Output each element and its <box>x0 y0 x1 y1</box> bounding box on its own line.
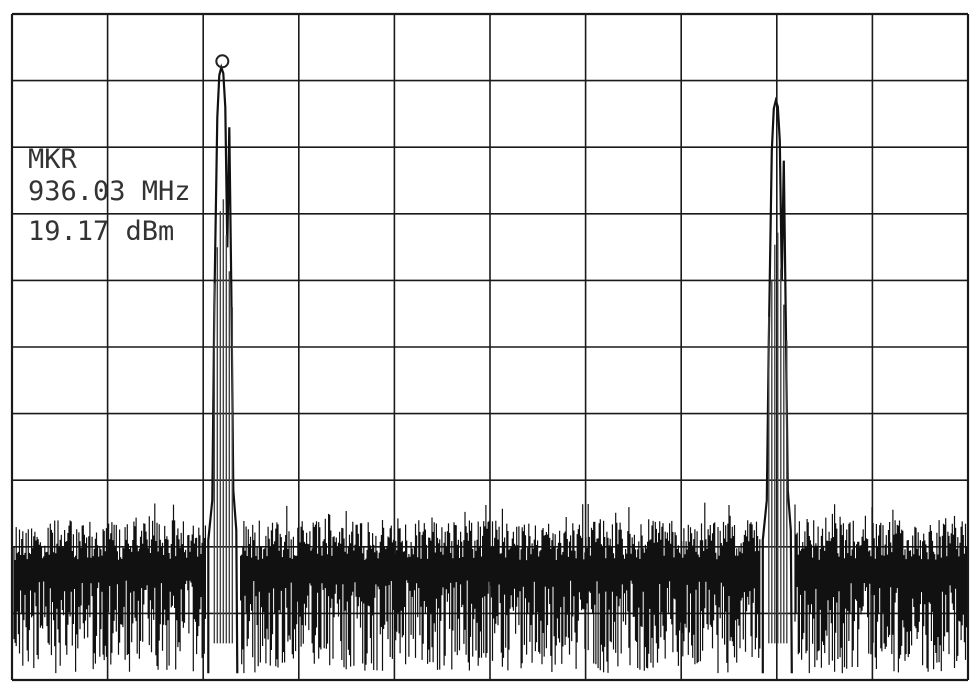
marker-readout: MKR 936.03 MHz 19.17 dBm <box>28 144 191 247</box>
noise-floor <box>13 502 968 674</box>
marker-indicator <box>215 54 230 69</box>
spectrum-trace <box>13 63 968 674</box>
marker-level: 19.17 dBm <box>28 216 174 247</box>
marker-label: MKR <box>28 144 78 175</box>
marker-frequency: 936.03 MHz <box>28 176 191 207</box>
